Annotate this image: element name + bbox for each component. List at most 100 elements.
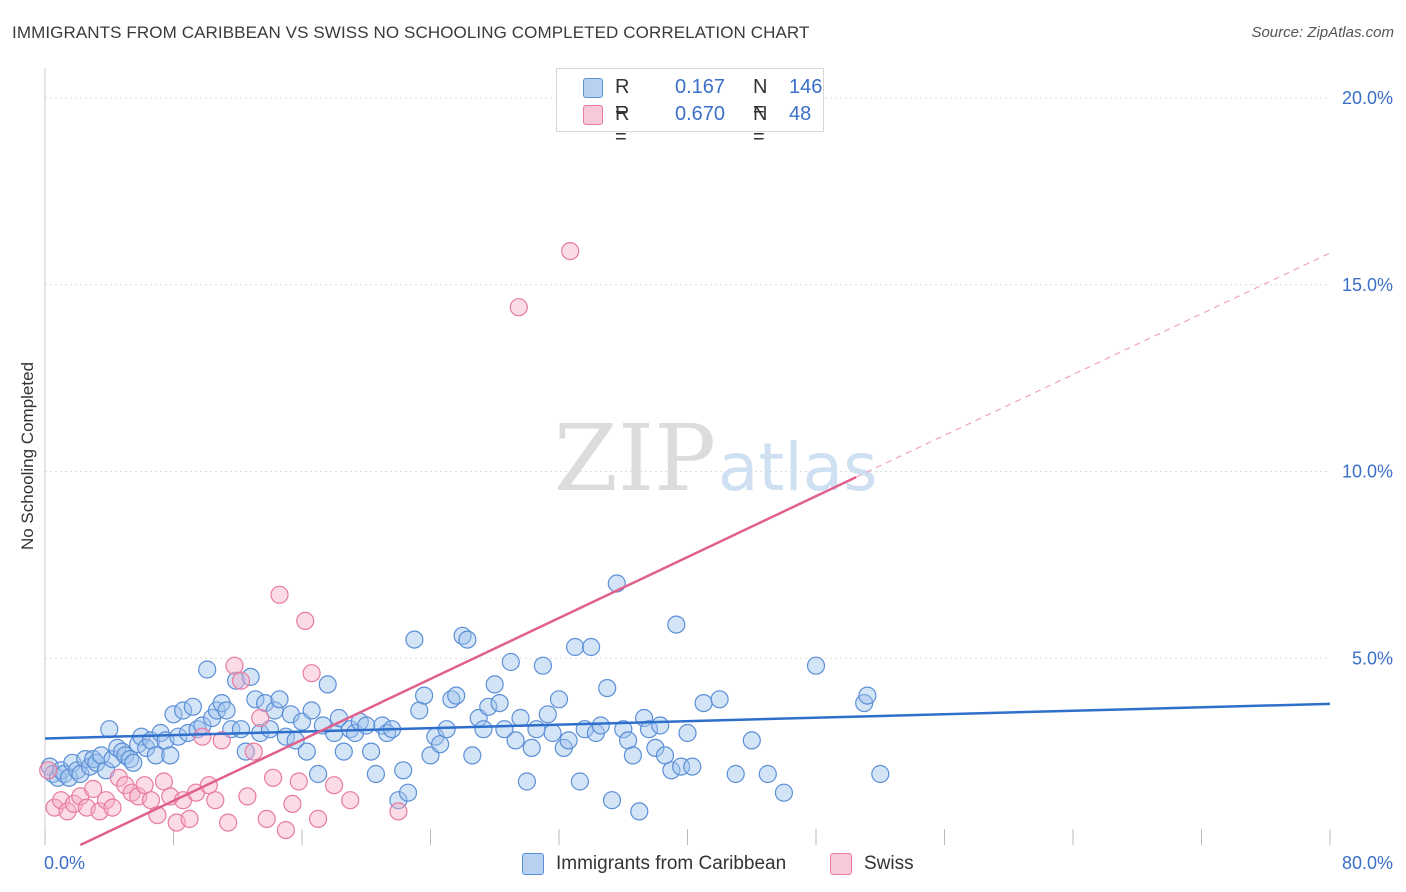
caribbean-point — [458, 630, 477, 649]
caribbean-point — [527, 720, 546, 739]
caribbean-point — [447, 686, 466, 705]
caribbean-point — [357, 716, 376, 735]
caribbean-point — [318, 675, 337, 694]
caribbean-point — [362, 742, 381, 761]
swiss-point — [96, 791, 116, 810]
swiss-point — [289, 772, 308, 791]
caribbean-point — [639, 720, 659, 739]
caribbean-point — [559, 731, 578, 750]
swiss-point — [180, 809, 199, 829]
swiss-trend-extension — [855, 252, 1331, 478]
swiss-point — [325, 776, 344, 795]
caribbean-point — [334, 742, 353, 761]
caribbean-point — [646, 738, 665, 758]
caribbean-point — [543, 723, 562, 743]
bottom-legend-swatch-caribbean — [522, 853, 544, 875]
caribbean-point — [309, 764, 328, 784]
caribbean-point — [774, 783, 794, 802]
watermark: ZIP atlas — [554, 405, 878, 512]
grid-lines — [45, 97, 1330, 659]
swiss-point — [238, 787, 257, 806]
x-tick-label: 0.0% — [44, 853, 85, 873]
caribbean-point — [164, 705, 183, 724]
swiss-trend-line — [79, 475, 857, 847]
bottom-legend-label-caribbean: Immigrants from Caribbean — [556, 853, 787, 874]
swiss-point — [561, 242, 580, 261]
caribbean-point — [858, 686, 877, 705]
tick-labels: 5.0% 10.0% 15.0% 20.0% 0.0% 80.0% — [44, 88, 1393, 873]
trend-lines — [44, 252, 1331, 847]
caribbean-point — [100, 720, 119, 739]
caribbean-point — [549, 690, 569, 709]
y-tick-label: 5.0% — [1352, 648, 1393, 668]
caribbean-point — [394, 761, 413, 780]
caribbean-point — [517, 772, 537, 791]
swiss-point — [103, 798, 122, 817]
legend-r-value: 0.167 — [675, 76, 726, 98]
caribbean-point — [490, 693, 509, 713]
swiss-point — [109, 768, 129, 787]
caribbean-point — [581, 637, 601, 657]
caribbean-point — [871, 764, 890, 784]
legend-r-label: R = — [615, 103, 630, 148]
swiss-point — [219, 813, 238, 832]
caribbean-point — [169, 727, 188, 746]
caribbean-point — [302, 701, 321, 720]
swiss-point — [251, 708, 270, 728]
legend-swatch-caribbean — [583, 78, 603, 98]
swiss-point — [302, 664, 321, 683]
caribbean-point — [602, 791, 622, 810]
swiss-point — [39, 761, 58, 780]
caribbean-point — [511, 708, 530, 728]
caribbean-point — [174, 701, 193, 720]
caribbean-point — [565, 637, 585, 657]
caribbean-point — [710, 690, 729, 709]
swiss-point — [257, 809, 276, 829]
caribbean-point — [726, 764, 745, 784]
axes — [44, 68, 1331, 845]
bottom-legend-swatch-swiss — [830, 853, 852, 875]
caribbean-point — [281, 705, 300, 724]
caribbean-point — [522, 738, 541, 758]
caribbean-point — [614, 720, 633, 739]
legend-n-label: N = — [753, 103, 768, 148]
caribbean-point — [178, 723, 198, 743]
caribbean-point — [806, 656, 826, 675]
caribbean-point — [231, 720, 251, 739]
caribbean-point — [474, 720, 493, 739]
caribbean-point — [623, 746, 643, 765]
swiss-point — [509, 298, 528, 317]
caribbean-point — [463, 746, 482, 765]
swiss-point — [270, 585, 289, 604]
caribbean-point — [479, 697, 498, 716]
chart-title: IMMIGRANTS FROM CARIBBEAN VS SWISS NO SC… — [12, 23, 810, 42]
caribbean-point — [591, 716, 610, 735]
caribbean-point — [694, 693, 713, 713]
caribbean-point — [227, 671, 246, 690]
caribbean-point — [198, 660, 217, 679]
caribbean-point — [297, 742, 316, 761]
caribbean-point — [630, 802, 649, 821]
swiss-point — [276, 820, 295, 840]
caribbean-trend-line — [44, 702, 1331, 740]
caribbean-point — [667, 615, 686, 634]
legend-r-label: R = — [615, 76, 630, 121]
caribbean-point — [146, 746, 165, 765]
swiss-point — [244, 742, 263, 761]
caribbean-point — [183, 697, 202, 716]
caribbean-point — [415, 686, 434, 705]
caribbean-point — [678, 723, 697, 743]
caribbean-point — [618, 731, 638, 750]
source-label: Source: ZipAtlas.com — [1251, 24, 1394, 41]
caribbean-point — [683, 757, 702, 776]
legend-n-value: 146 — [789, 76, 823, 98]
swiss-point — [309, 809, 328, 829]
swiss-point — [116, 776, 135, 795]
caribbean-point — [501, 652, 520, 672]
swiss-point — [84, 779, 103, 799]
swiss-point — [206, 791, 225, 810]
caribbean-point — [161, 746, 180, 765]
legend-r-value: 0.670 — [675, 103, 726, 125]
swiss-point — [389, 802, 408, 821]
bottom-legend-label-swiss: Swiss — [864, 853, 914, 874]
